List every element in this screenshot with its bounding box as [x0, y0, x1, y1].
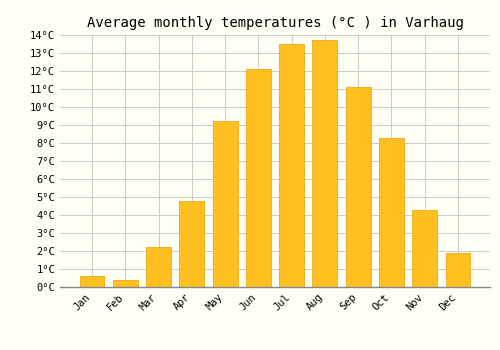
- Bar: [146, 247, 171, 287]
- Bar: [346, 87, 370, 287]
- Bar: [412, 210, 437, 287]
- Bar: [446, 253, 470, 287]
- Bar: [180, 201, 204, 287]
- Bar: [212, 121, 238, 287]
- Bar: [279, 44, 304, 287]
- Bar: [312, 40, 338, 287]
- Bar: [379, 138, 404, 287]
- Title: Average monthly temperatures (°C ) in Varhaug: Average monthly temperatures (°C ) in Va…: [86, 16, 464, 30]
- Bar: [113, 280, 138, 287]
- Bar: [246, 69, 271, 287]
- Bar: [80, 276, 104, 287]
